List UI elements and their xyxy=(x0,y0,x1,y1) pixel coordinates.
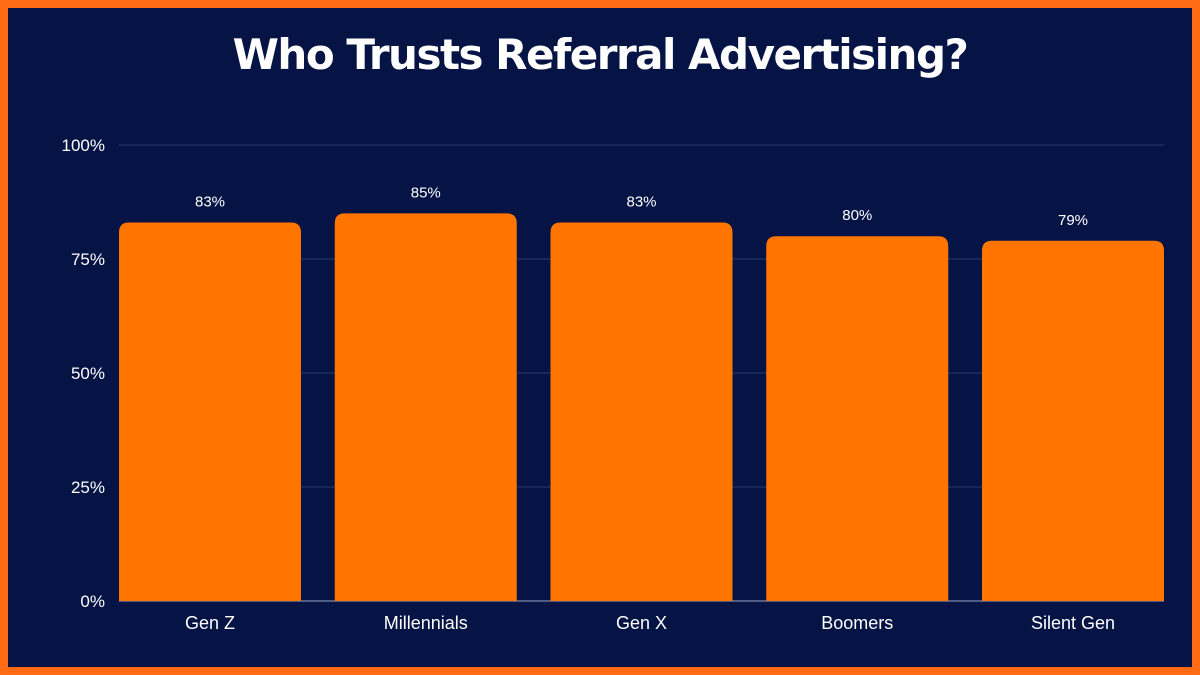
x-tick-label: Millennials xyxy=(384,613,468,633)
chart-title: Who Trusts Referral Advertising? xyxy=(232,30,969,79)
x-axis-ticks: Gen Z Millennials Gen X Boomers Silent Gen xyxy=(185,613,1115,633)
y-tick-label: 0% xyxy=(80,592,105,611)
data-labels: 83% 85% 83% 80% 79% xyxy=(195,184,1088,228)
bar-boomers xyxy=(766,236,949,601)
bar-silent-gen xyxy=(982,240,1164,601)
x-tick-label: Boomers xyxy=(821,613,893,633)
y-tick-label: 50% xyxy=(71,364,105,383)
x-tick-label: Gen X xyxy=(616,613,667,633)
data-label: 85% xyxy=(411,184,441,201)
bar-gen-x xyxy=(550,222,733,601)
y-tick-label: 25% xyxy=(71,478,105,497)
bar-gen-z xyxy=(119,222,301,601)
data-label: 83% xyxy=(195,194,225,211)
data-label: 80% xyxy=(842,207,872,224)
y-tick-label: 75% xyxy=(71,250,105,269)
data-label: 79% xyxy=(1058,212,1088,229)
y-tick-label: 100% xyxy=(62,136,105,155)
x-tick-label: Silent Gen xyxy=(1031,613,1115,633)
x-tick-label: Gen Z xyxy=(185,613,235,633)
bars xyxy=(119,213,1164,601)
y-axis-ticks: 0% 25% 50% 75% 100% xyxy=(62,136,105,611)
bar-millennials xyxy=(334,213,517,601)
data-label: 83% xyxy=(626,194,656,211)
